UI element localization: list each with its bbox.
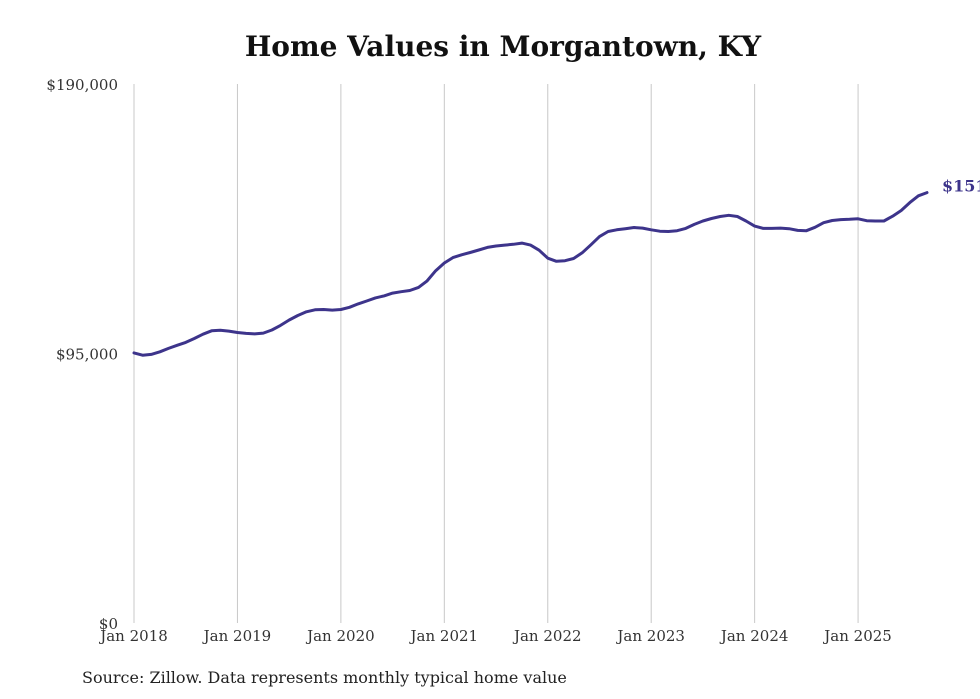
series-line: [132, 191, 929, 357]
x-tick-label: Jan 2018: [98, 627, 168, 645]
x-tick-label: Jan 2024: [719, 627, 789, 645]
x-axis-tick-labels: Jan 2018 Jan 2019 Jan 2020 Jan 2021 Jan 2022…: [98, 627, 892, 645]
y-tick-label: $190,000: [46, 76, 118, 94]
end-value-label: $151,729: [942, 177, 980, 196]
y-axis-tick-labels: $0 $95,000 $190,000: [46, 76, 118, 633]
x-tick-label: Jan 2019: [202, 627, 272, 645]
chart-title: Home Values in Morgantown, KY: [244, 30, 762, 63]
series-layer: $151,729: [132, 177, 980, 357]
gridlines: [133, 84, 859, 623]
x-tick-label: Jan 2025: [822, 627, 892, 645]
x-tick-label: Jan 2020: [305, 627, 375, 645]
source-note: Source: Zillow. Data represents monthly …: [82, 668, 567, 687]
x-tick-label: Jan 2021: [409, 627, 479, 645]
y-tick-label: $95,000: [56, 346, 118, 364]
x-tick-label: Jan 2022: [512, 627, 582, 645]
y-tick-label: $0: [99, 615, 118, 633]
x-tick-label: Jan 2023: [615, 627, 685, 645]
